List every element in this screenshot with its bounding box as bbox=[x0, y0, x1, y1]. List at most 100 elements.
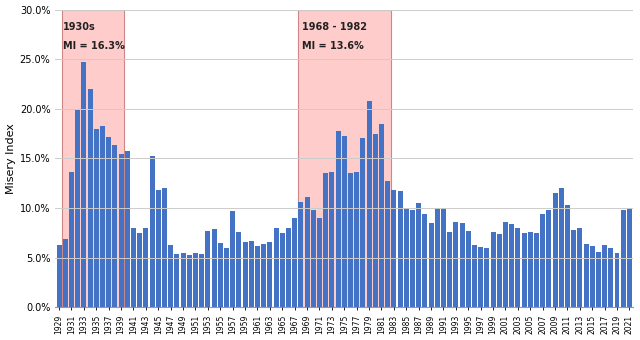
Bar bbox=[509, 224, 514, 307]
Bar bbox=[249, 241, 253, 307]
Bar bbox=[230, 211, 235, 307]
Bar bbox=[602, 245, 607, 307]
Bar bbox=[187, 255, 192, 307]
Bar bbox=[63, 239, 68, 307]
Bar bbox=[540, 214, 545, 307]
Bar bbox=[460, 223, 465, 307]
Text: 1930s: 1930s bbox=[63, 22, 96, 32]
Bar bbox=[522, 233, 527, 307]
Bar bbox=[360, 138, 365, 307]
Bar bbox=[466, 231, 470, 307]
Bar bbox=[113, 144, 117, 307]
Bar bbox=[429, 223, 433, 307]
Bar bbox=[118, 154, 124, 307]
Bar bbox=[56, 245, 61, 307]
Bar bbox=[156, 190, 161, 307]
Text: MI = 13.6%: MI = 13.6% bbox=[302, 41, 364, 51]
Bar bbox=[330, 172, 334, 307]
Bar bbox=[372, 134, 378, 307]
Bar bbox=[342, 136, 347, 307]
Bar bbox=[280, 233, 285, 307]
Bar bbox=[224, 248, 229, 307]
Bar bbox=[100, 126, 105, 307]
Bar bbox=[614, 253, 620, 307]
Bar bbox=[354, 172, 359, 307]
Bar bbox=[131, 228, 136, 307]
Bar bbox=[515, 228, 520, 307]
Bar bbox=[379, 124, 384, 307]
Bar bbox=[472, 245, 477, 307]
Bar bbox=[422, 214, 428, 307]
Bar bbox=[81, 62, 86, 307]
Bar bbox=[243, 242, 248, 307]
Bar bbox=[323, 173, 328, 307]
Bar bbox=[193, 253, 198, 307]
Text: 1968 - 1982: 1968 - 1982 bbox=[302, 22, 367, 32]
Bar bbox=[621, 210, 626, 307]
Bar bbox=[273, 228, 278, 307]
Bar bbox=[609, 248, 613, 307]
Bar bbox=[75, 109, 80, 307]
Bar bbox=[348, 173, 353, 307]
Bar bbox=[62, 10, 124, 307]
Bar bbox=[236, 232, 241, 307]
Bar bbox=[106, 137, 111, 307]
Bar bbox=[261, 244, 266, 307]
Bar bbox=[410, 210, 415, 307]
Bar bbox=[88, 89, 93, 307]
Bar bbox=[367, 101, 371, 307]
Bar bbox=[416, 203, 421, 307]
Bar bbox=[503, 222, 508, 307]
Bar bbox=[174, 254, 179, 307]
Bar bbox=[125, 151, 130, 307]
Bar bbox=[292, 218, 297, 307]
Bar bbox=[478, 247, 483, 307]
Bar bbox=[571, 230, 576, 307]
Bar bbox=[584, 244, 589, 307]
Bar bbox=[453, 222, 458, 307]
Bar bbox=[94, 129, 99, 307]
Bar bbox=[298, 10, 391, 307]
Bar bbox=[385, 181, 390, 307]
Bar bbox=[286, 228, 291, 307]
Bar bbox=[484, 248, 490, 307]
Y-axis label: Misery Index: Misery Index bbox=[6, 123, 15, 194]
Bar bbox=[547, 210, 551, 307]
Bar bbox=[565, 205, 570, 307]
Bar bbox=[298, 202, 303, 307]
Bar bbox=[69, 172, 74, 307]
Bar bbox=[218, 243, 223, 307]
Bar bbox=[497, 234, 502, 307]
Bar bbox=[404, 208, 409, 307]
Bar bbox=[435, 208, 440, 307]
Bar bbox=[534, 233, 539, 307]
Bar bbox=[447, 232, 452, 307]
Bar bbox=[577, 228, 582, 307]
Bar bbox=[268, 242, 272, 307]
Bar bbox=[391, 190, 396, 307]
Bar bbox=[552, 193, 557, 307]
Bar bbox=[441, 208, 446, 307]
Bar bbox=[589, 246, 595, 307]
Bar bbox=[311, 210, 316, 307]
Bar bbox=[528, 232, 532, 307]
Bar bbox=[162, 188, 167, 307]
Bar bbox=[180, 253, 186, 307]
Bar bbox=[596, 252, 601, 307]
Bar bbox=[150, 155, 154, 307]
Bar bbox=[137, 233, 142, 307]
Bar bbox=[317, 218, 322, 307]
Bar bbox=[627, 208, 632, 307]
Bar bbox=[168, 245, 173, 307]
Bar bbox=[397, 191, 403, 307]
Bar bbox=[335, 131, 340, 307]
Bar bbox=[255, 246, 260, 307]
Bar bbox=[212, 229, 216, 307]
Bar bbox=[559, 188, 564, 307]
Bar bbox=[199, 254, 204, 307]
Text: MI = 16.3%: MI = 16.3% bbox=[63, 41, 125, 51]
Bar bbox=[143, 228, 148, 307]
Bar bbox=[205, 231, 211, 307]
Bar bbox=[305, 197, 310, 307]
Bar bbox=[490, 232, 495, 307]
